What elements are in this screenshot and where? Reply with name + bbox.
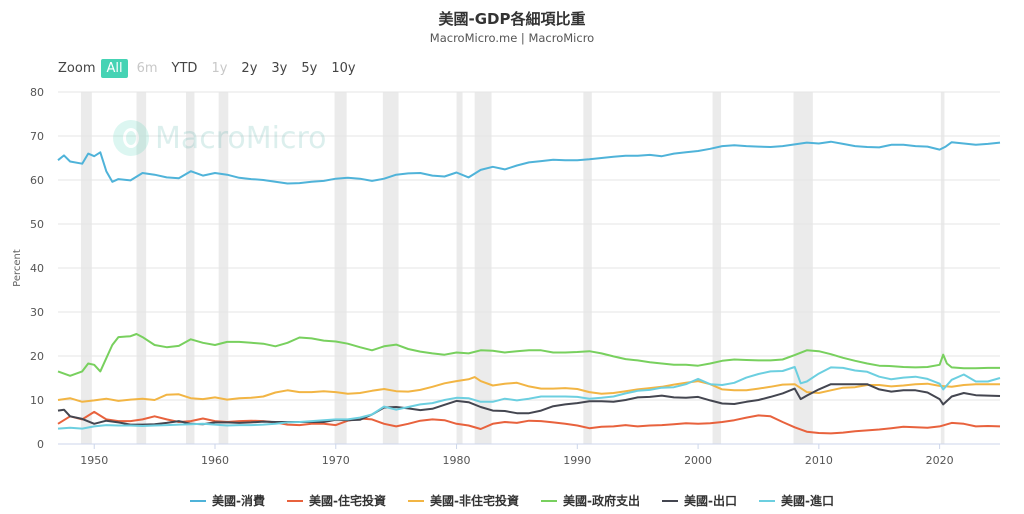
legend-item-exports[interactable]: 美國-出口 xyxy=(661,492,737,509)
legend-label: 美國-非住宅投資 xyxy=(430,494,519,508)
x-tick-label: 1980 xyxy=(443,454,471,467)
legend-label: 美國-住宅投資 xyxy=(309,494,387,508)
y-tick-label: 10 xyxy=(30,394,44,407)
y-tick-label: 0 xyxy=(37,438,44,451)
legend-item-nonresidential[interactable]: 美國-非住宅投資 xyxy=(408,492,519,509)
macromicro-logo-icon xyxy=(113,120,149,156)
y-tick-label: 40 xyxy=(30,262,44,275)
legend-swatch xyxy=(408,499,425,502)
legend-swatch xyxy=(758,499,775,502)
x-tick-label: 2010 xyxy=(805,454,833,467)
legend-item-imports[interactable]: 美國-進口 xyxy=(758,492,834,509)
zoom-all-button[interactable]: All xyxy=(101,59,128,78)
zoom-5y-button[interactable]: 5y xyxy=(301,61,318,76)
zoom-6m-button[interactable]: 6m xyxy=(136,61,158,76)
x-tick-label: 1970 xyxy=(322,454,350,467)
chart-legend: 美國-消費 美國-住宅投資 美國-非住宅投資 美國-政府支出 美國-出口 美國-… xyxy=(0,492,1024,509)
zoom-10y-button[interactable]: 10y xyxy=(331,61,356,76)
legend-label: 美國-進口 xyxy=(780,494,834,508)
x-tick-label: 1990 xyxy=(563,454,591,467)
legend-label: 美國-政府支出 xyxy=(563,494,640,508)
legend-swatch xyxy=(190,499,207,502)
y-tick-label: 60 xyxy=(30,174,44,187)
watermark-text: MacroMicro xyxy=(155,120,327,156)
y-tick-label: 70 xyxy=(30,130,44,143)
watermark: MacroMicro xyxy=(113,120,327,156)
legend-item-government[interactable]: 美國-政府支出 xyxy=(541,492,640,509)
x-tick-label: 2000 xyxy=(684,454,712,467)
y-tick-label: 20 xyxy=(30,350,44,363)
x-tick-label: 2020 xyxy=(926,454,954,467)
y-tick-label: 80 xyxy=(30,86,44,99)
zoom-1y-button[interactable]: 1y xyxy=(211,61,228,76)
legend-item-residential[interactable]: 美國-住宅投資 xyxy=(287,492,386,509)
zoom-ytd-button[interactable]: YTD xyxy=(171,61,198,76)
y-tick-label: 50 xyxy=(30,218,44,231)
series-line-1 xyxy=(57,410,1001,435)
chart-title: 美國-GDP各細項比重 xyxy=(438,10,586,28)
series-line-3 xyxy=(57,333,1000,377)
legend-label: 美國-消費 xyxy=(212,494,266,508)
x-tick-label: 1960 xyxy=(201,454,229,467)
chart-subtitle: MacroMicro.me | MacroMicro xyxy=(429,31,595,45)
series-line-0 xyxy=(57,140,1001,185)
y-axis-label: Percent xyxy=(12,249,23,287)
legend-swatch xyxy=(661,499,678,502)
legend-swatch xyxy=(287,499,304,502)
zoom-label: Zoom xyxy=(58,61,96,76)
y-tick-label: 30 xyxy=(30,306,44,319)
zoom-3y-button[interactable]: 3y xyxy=(271,61,288,76)
x-tick-label: 1950 xyxy=(80,454,108,467)
legend-item-consumption[interactable]: 美國-消費 xyxy=(190,492,265,509)
series-line-2 xyxy=(57,376,1000,403)
legend-label: 美國-出口 xyxy=(683,494,737,508)
zoom-selector: Zoom All 6m YTD 1y 2y 3y 5y 10y xyxy=(58,59,365,78)
series-line-5 xyxy=(57,366,1001,430)
legend-swatch xyxy=(541,499,557,502)
zoom-2y-button[interactable]: 2y xyxy=(241,61,258,76)
